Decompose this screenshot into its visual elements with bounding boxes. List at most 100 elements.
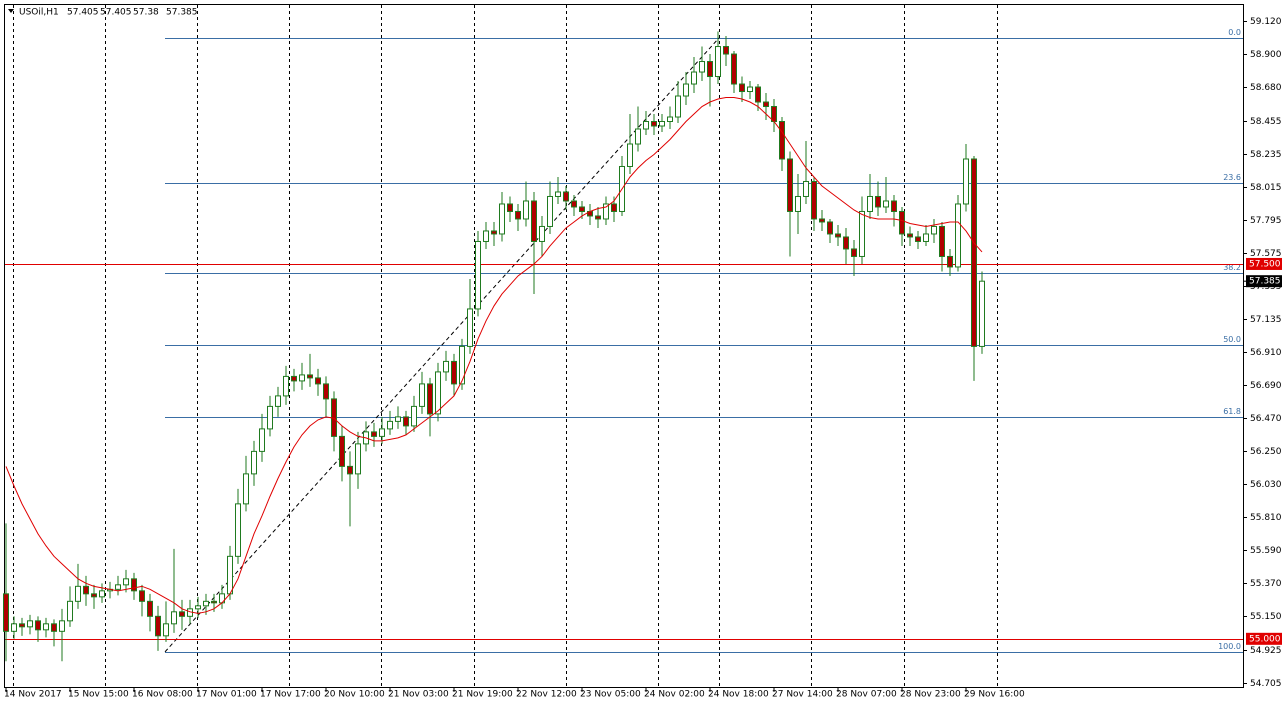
price-label: 57.500 <box>1249 259 1281 269</box>
y-tick-label: 58.015 <box>1250 183 1282 193</box>
candle-body <box>427 383 433 415</box>
candle-body <box>275 395 281 407</box>
candle-body <box>683 83 689 97</box>
candle-body <box>723 46 729 55</box>
x-tick-label: 17 Nov 01:00 <box>196 690 257 700</box>
candle-body <box>403 416 409 427</box>
fib-label: 100.0 <box>1218 642 1241 651</box>
candle-body <box>443 360 449 373</box>
candle-body <box>539 225 545 242</box>
candle-body <box>747 86 753 93</box>
candle-body <box>491 230 497 235</box>
header-value: 57.385 <box>166 8 198 18</box>
candle-body <box>507 203 513 212</box>
candle-body <box>547 195 553 227</box>
candle-body <box>931 225 937 235</box>
candle-body <box>851 248 857 257</box>
candle-body <box>83 585 89 595</box>
x-tick-label: 29 Nov 16:00 <box>964 690 1025 700</box>
candle-body <box>675 95 681 118</box>
candle-body <box>411 405 417 427</box>
y-tick-label: 57.135 <box>1250 315 1282 325</box>
candle-body <box>283 375 289 397</box>
candle-body <box>467 308 473 347</box>
candle-body <box>939 225 945 257</box>
candle-body <box>827 221 833 235</box>
y-tick-label: 56.910 <box>1250 348 1282 358</box>
candle-body <box>955 203 961 268</box>
x-tick-label: 27 Nov 14:00 <box>772 690 833 700</box>
y-tick-label: 57.795 <box>1250 216 1282 226</box>
y-tick-label: 57.575 <box>1250 249 1282 259</box>
candle-body <box>35 620 41 631</box>
candle-body <box>27 620 33 628</box>
candle-body <box>387 420 393 430</box>
candle-body <box>483 230 489 242</box>
candle-body <box>859 210 865 257</box>
candle-body <box>355 443 361 475</box>
candle-body <box>643 121 649 130</box>
candle-body <box>563 191 569 202</box>
y-tick-label: 56.690 <box>1250 381 1282 391</box>
candle-body <box>963 158 969 205</box>
candle-body <box>523 200 529 220</box>
candle-body <box>835 233 841 238</box>
candle-body <box>19 623 25 628</box>
candle-body <box>699 61 705 73</box>
candle-body <box>115 584 121 590</box>
candle-body <box>899 210 905 235</box>
candles <box>3 31 985 662</box>
candle-body <box>667 116 673 123</box>
x-tick-label: 28 Nov 07:00 <box>836 690 897 700</box>
y-tick-label: 54.705 <box>1250 679 1282 689</box>
candle-body <box>75 585 81 602</box>
menu-arrow[interactable] <box>8 9 14 13</box>
y-tick-label: 55.150 <box>1250 612 1282 622</box>
y-tick-label: 58.900 <box>1250 50 1282 60</box>
header-value: 57.38 <box>133 8 159 18</box>
candle-body <box>571 200 577 208</box>
candle-body <box>555 191 561 197</box>
candle-body <box>379 428 385 437</box>
fib-label: 50.0 <box>1223 335 1241 344</box>
candle-body <box>395 416 401 422</box>
x-tick-label: 17 Nov 17:00 <box>260 690 321 700</box>
x-tick-label: 21 Nov 03:00 <box>388 690 449 700</box>
candle-body <box>99 590 105 598</box>
price-label: 55.000 <box>1249 634 1281 644</box>
candle-body <box>611 203 617 212</box>
candle-body <box>251 450 257 475</box>
fib-trendline <box>164 37 720 653</box>
candle-body <box>979 280 985 347</box>
candle-body <box>211 600 217 604</box>
candle-body <box>91 593 97 598</box>
current-price-label: 57.385 <box>1249 277 1281 287</box>
candle-body <box>3 593 9 632</box>
candle-body <box>731 53 737 85</box>
candle-body <box>307 374 313 379</box>
candle-body <box>739 83 745 93</box>
candle-body <box>259 428 265 452</box>
candle-body <box>43 623 49 631</box>
candle-body <box>131 578 137 592</box>
x-tick-label: 24 Nov 18:00 <box>708 690 769 700</box>
candle-body <box>123 578 129 586</box>
x-tick-label: 24 Nov 02:00 <box>644 690 705 700</box>
candle-body <box>315 377 321 385</box>
candle-body <box>923 233 929 242</box>
candle-body <box>11 623 17 632</box>
price-label-box <box>1246 632 1282 645</box>
candle-body <box>163 623 169 637</box>
candle-body <box>715 46 721 78</box>
fib-label: 61.8 <box>1223 407 1241 416</box>
fib-label: 0.0 <box>1228 28 1241 37</box>
candle-body <box>811 180 817 220</box>
candle-body <box>651 121 657 127</box>
candle-body <box>139 590 145 602</box>
candle-body <box>795 195 801 212</box>
y-tick-label: 59.120 <box>1250 17 1282 27</box>
candle-body <box>459 345 465 385</box>
x-tick-label: 14 Nov 2017 <box>4 690 62 700</box>
x-tick-label: 28 Nov 23:00 <box>900 690 961 700</box>
